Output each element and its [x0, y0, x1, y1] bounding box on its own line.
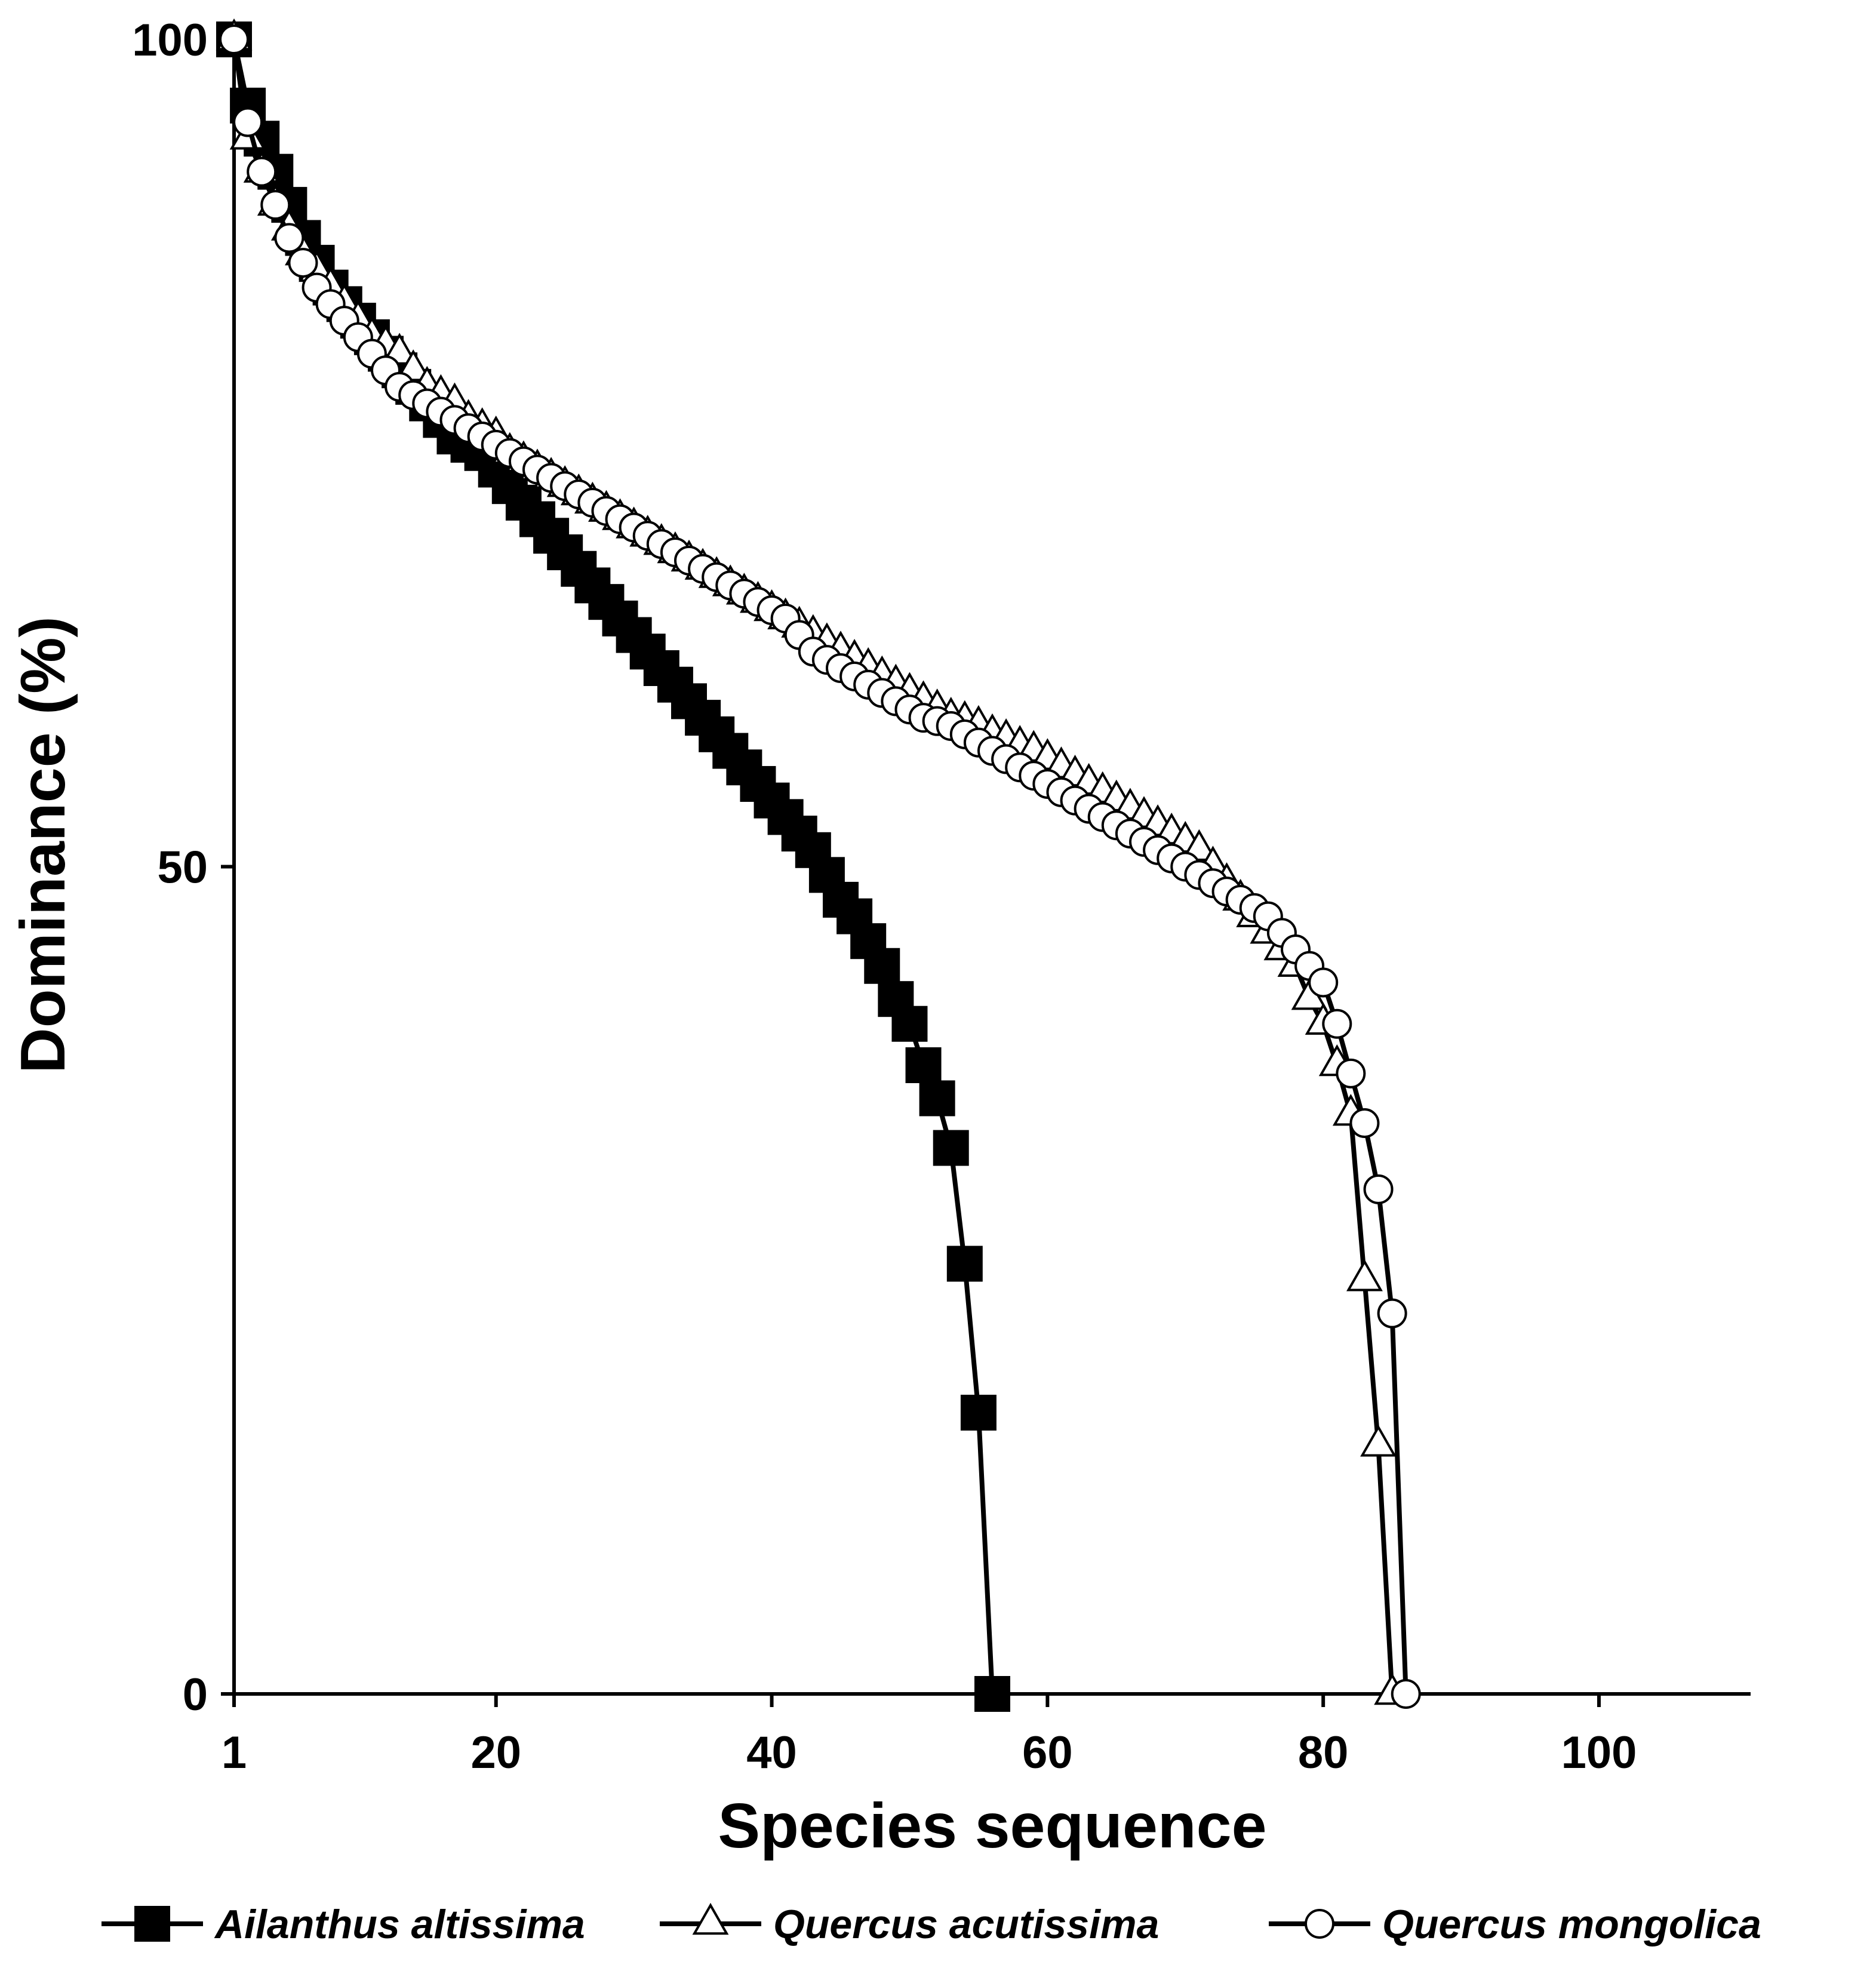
- x-tick-label: 80: [1298, 1727, 1349, 1778]
- data-point: [960, 1394, 997, 1431]
- x-tick-label: 100: [1561, 1727, 1637, 1778]
- x-tick-label: 1: [222, 1727, 247, 1778]
- legend-marker: [134, 1906, 170, 1942]
- data-point: [381, 333, 418, 365]
- data-point: [1346, 1259, 1383, 1291]
- data-point: [1391, 1679, 1421, 1709]
- legend: Ailanthus altissima Quercus acutissima Que…: [102, 1902, 1761, 1947]
- data-point: [1336, 1058, 1366, 1088]
- data-point: [891, 1005, 928, 1042]
- data-point: [260, 190, 291, 220]
- data-point: [219, 24, 249, 54]
- data-point: [1308, 967, 1339, 998]
- legend-label: Ailanthus altissima: [214, 1902, 585, 1947]
- data-point: [1363, 1174, 1394, 1204]
- data-point: [1360, 1425, 1397, 1457]
- series-layer: [216, 18, 1421, 1712]
- y-tick-label: 0: [183, 1669, 208, 1720]
- data-point: [946, 1246, 983, 1282]
- data-point: [233, 107, 263, 137]
- data-point: [864, 948, 900, 984]
- data-point: [1349, 1108, 1380, 1139]
- y-tick-label: 100: [132, 15, 208, 66]
- x-tick-label: 20: [470, 1727, 521, 1778]
- legend-marker: [1305, 1909, 1334, 1939]
- data-point: [919, 1080, 955, 1117]
- data-point: [247, 156, 277, 187]
- legend-label: Quercus acutissima: [773, 1902, 1159, 1947]
- data-point: [1377, 1298, 1407, 1329]
- x-tick-label: 40: [746, 1727, 797, 1778]
- legend-label: Quercus mongolica: [1382, 1902, 1761, 1947]
- data-point: [1180, 829, 1217, 861]
- series-open-circle: [219, 24, 1421, 1709]
- y-axis-title: Dominance (%): [8, 616, 78, 1074]
- data-point: [1322, 1008, 1352, 1039]
- data-point: [974, 1676, 1010, 1712]
- legend-marker: [692, 1902, 729, 1935]
- x-ticks: 1 20 40 60 80 100: [222, 1694, 1637, 1778]
- y-tick-label: 50: [157, 842, 208, 893]
- data-point: [395, 349, 432, 382]
- data-point: [274, 223, 305, 253]
- data-point: [288, 248, 318, 278]
- axes: [232, 35, 1751, 1696]
- y-ticks: 0 50 100: [132, 15, 234, 1720]
- x-tick-label: 60: [1022, 1727, 1073, 1778]
- data-point: [933, 1130, 969, 1166]
- data-point: [905, 1047, 942, 1084]
- x-axis-title: Species sequence: [718, 1791, 1266, 1861]
